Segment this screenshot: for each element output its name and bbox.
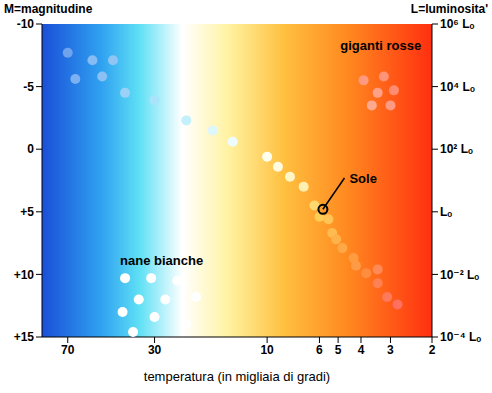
svg-text:10⁴ Lₒ: 10⁴ Lₒ xyxy=(440,80,475,94)
svg-text:70: 70 xyxy=(61,343,75,357)
html-text:L=luminosita': L=luminosita' xyxy=(410,2,488,16)
svg-text:3: 3 xyxy=(387,343,394,357)
svg-text:10² Lₒ: 10² Lₒ xyxy=(440,142,473,156)
svg-text:Lₒ: Lₒ xyxy=(440,205,452,219)
svg-text:10⁶ Lₒ: 10⁶ Lₒ xyxy=(440,17,475,31)
svg-text:-5: -5 xyxy=(23,80,34,94)
svg-text:10⁻² Lₒ: 10⁻² Lₒ xyxy=(440,268,479,282)
svg-text:0: 0 xyxy=(27,142,34,156)
svg-text:temperatura (in migliaia di gr: temperatura (in migliaia di gradi) xyxy=(144,369,330,384)
html-text:M=magnitudine: M=magnitudine xyxy=(4,2,93,16)
svg-text:giganti rosse: giganti rosse xyxy=(340,38,421,53)
svg-text:+5: +5 xyxy=(20,205,34,219)
svg-text:30: 30 xyxy=(148,343,162,357)
svg-text:-10: -10 xyxy=(17,17,35,31)
svg-text:5: 5 xyxy=(335,343,342,357)
svg-text:4: 4 xyxy=(358,343,365,357)
svg-text:Sole: Sole xyxy=(349,171,376,186)
svg-text:10⁻⁴ Lₒ: 10⁻⁴ Lₒ xyxy=(440,330,481,344)
svg-text:6: 6 xyxy=(316,343,323,357)
svg-text:2: 2 xyxy=(429,343,436,357)
svg-text:+15: +15 xyxy=(14,330,35,344)
svg-text:+10: +10 xyxy=(14,268,35,282)
svg-text:10: 10 xyxy=(260,343,274,357)
svg-text:nane bianche: nane bianche xyxy=(120,253,203,268)
